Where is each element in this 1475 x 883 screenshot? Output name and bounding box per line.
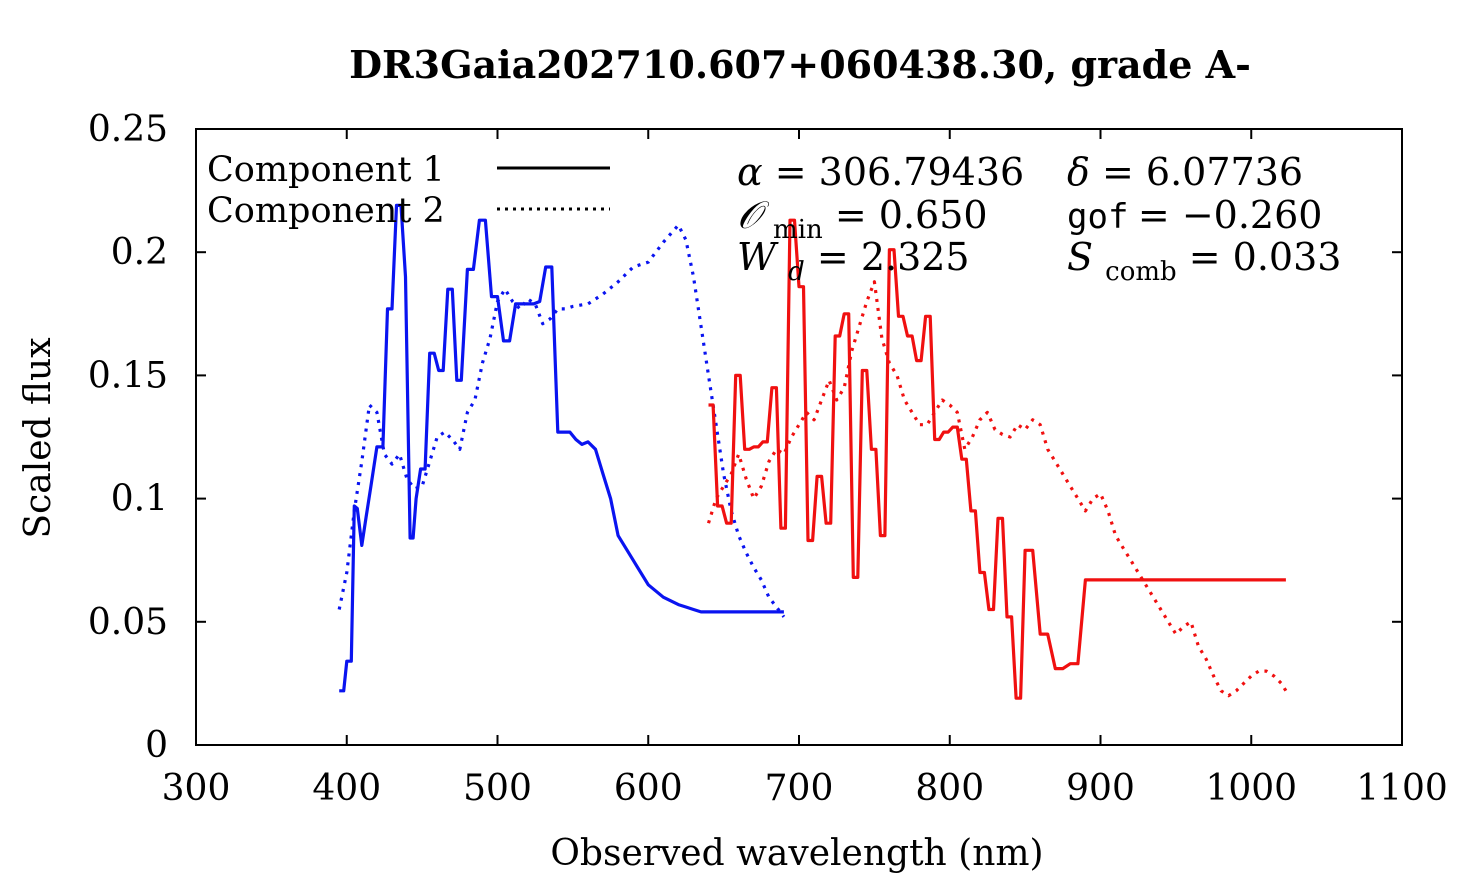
y-axis: 0 0.05 0.1 0.15 0.2 0.25 [88, 109, 1402, 766]
series-line-2 [708, 218, 1286, 700]
series-layer [337, 203, 1288, 700]
annotation-scomb-value: = 0.033 [1189, 235, 1342, 279]
annotation-omin-value: = 0.650 [835, 193, 988, 237]
chart-title: DR3Gaia202710.607+060438.30, grade A- [349, 42, 1251, 87]
annotation-gof-value: = −0.260 [1138, 193, 1323, 237]
x-tick-label: 1000 [1205, 768, 1297, 809]
series-line-3 [706, 280, 1288, 698]
x-tick-label: 600 [614, 768, 683, 809]
annotation-scomb-sub: comb [1105, 257, 1177, 287]
x-tick-label: 700 [765, 768, 834, 809]
x-tick-label: 300 [162, 768, 231, 809]
x-tick-label: 800 [915, 768, 984, 809]
x-tick-label: 1100 [1356, 768, 1448, 809]
annotation-scomb: S comb = 0.033 [1067, 235, 1341, 289]
y-tick-label: 0.2 [111, 232, 168, 273]
y-tick-label: 0.1 [111, 479, 168, 520]
legend: Component 1 Component 2 [207, 150, 610, 231]
x-tick-label: 400 [312, 768, 381, 809]
y-tick-label: 0 [145, 725, 168, 766]
y-tick-label: 0.15 [88, 355, 168, 396]
annotation-omin-symbol: 𝒪 [737, 193, 770, 237]
annotation-gof-symbol: gof [1067, 197, 1128, 237]
annotation-wd-value: = 2.325 [817, 235, 970, 279]
y-tick-label: 0.25 [88, 109, 168, 150]
legend-label-component-1: Component 1 [207, 150, 445, 190]
annotation-alpha-value: = 306.79436 [775, 150, 1024, 194]
annotation-alpha: α = 306.79436 [737, 150, 1024, 194]
annotation-scomb-symbol: S [1067, 235, 1093, 279]
series-line-1 [337, 223, 786, 618]
annotation-omin-sub: min [773, 215, 823, 245]
annotation-delta-value: = 6.07736 [1102, 150, 1303, 194]
y-tick-label: 0.05 [88, 602, 168, 643]
annotations: α = 306.79436 δ = 6.07736 𝒪 min = 0.650 … [737, 150, 1341, 289]
annotation-wd: W d = 2.325 [737, 235, 970, 289]
x-tick-label: 900 [1066, 768, 1135, 809]
x-axis: 300 400 500 600 700 800 900 1000 1100 [162, 129, 1448, 809]
x-axis-label: Observed wavelength (nm) [550, 833, 1043, 874]
x-tick-label: 500 [463, 768, 532, 809]
annotation-wd-sub: d [788, 257, 805, 287]
annotation-delta: δ = 6.07736 [1067, 150, 1303, 194]
legend-label-component-2: Component 2 [207, 191, 445, 231]
annotation-wd-symbol: W [737, 235, 779, 279]
series-line-0 [339, 203, 784, 693]
annotation-gof: gof = −0.260 [1067, 193, 1322, 237]
annotation-omin: 𝒪 min = 0.650 [737, 193, 988, 247]
annotation-delta-symbol: δ [1067, 150, 1090, 194]
annotation-alpha-symbol: α [737, 150, 763, 194]
y-axis-label: Scaled flux [18, 337, 59, 538]
